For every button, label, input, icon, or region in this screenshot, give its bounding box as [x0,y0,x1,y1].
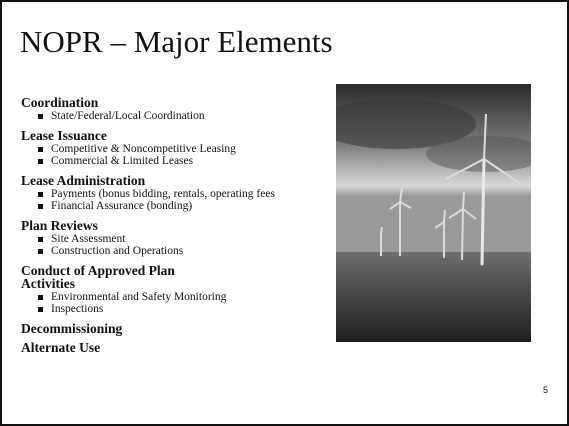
bullet-item: Environmental and Safety Monitoring [21,291,541,304]
section-heading: Lease Issuance [21,129,226,142]
section-heading: Lease Administration [21,174,226,187]
page: NOPR – Major Elements CoordinationState/… [0,0,569,426]
section-heading: Plan Reviews [21,219,226,232]
bullet-item: Financial Assurance (bonding) [21,200,541,213]
bullet-item: Payments (bonus bidding, rentals, operat… [21,188,541,201]
bullet-item: Competitive & Noncompetitive Leasing [21,143,541,156]
section-heading: Conduct of Approved Plan Activities [21,264,226,290]
bullet-item: Construction and Operations [21,245,541,258]
slide-title: NOPR – Major Elements [20,24,333,60]
bullet-list: Payments (bonus bidding, rentals, operat… [21,188,541,213]
slide: NOPR – Major Elements CoordinationState/… [0,0,569,426]
section-heading: Decommissioning [21,322,226,335]
bullet-item: Site Assessment [21,233,541,246]
bullet-item: Inspections [21,303,541,316]
section-heading: Alternate Use [21,341,226,354]
page-number: 5 [543,385,548,395]
bullet-item: Commercial & Limited Leases [21,155,541,168]
bullet-item: State/Federal/Local Coordination [21,110,541,123]
bullet-list: State/Federal/Local Coordination [21,110,541,123]
section-heading: Coordination [21,96,226,109]
